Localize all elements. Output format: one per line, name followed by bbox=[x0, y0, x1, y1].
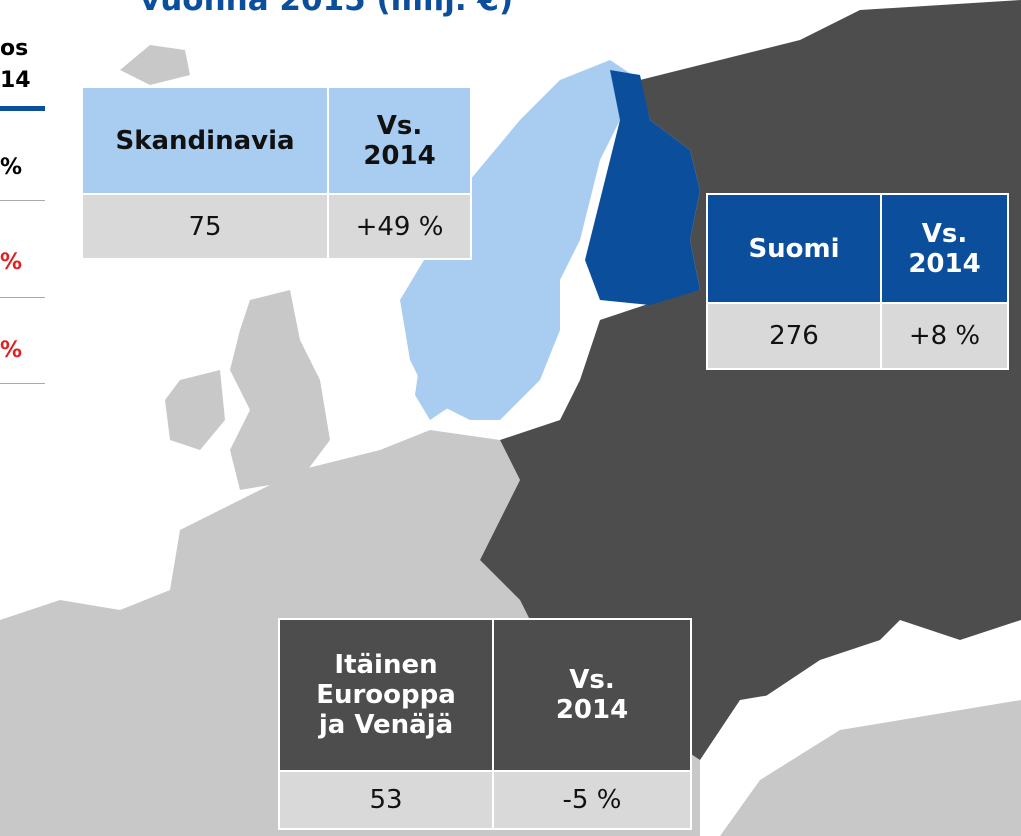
change: +49 % bbox=[327, 193, 472, 260]
value: 276 bbox=[706, 302, 882, 370]
table-ita-eurooppa: Itäinen Eurooppa ja Venäjä Vs. 2014 53 -5 … bbox=[278, 618, 692, 830]
table-skandinavia: Skandinavia Vs. 2014 75 +49 % bbox=[81, 86, 472, 260]
left-fragment: 14 bbox=[0, 68, 31, 93]
left-fragment: % bbox=[0, 338, 23, 363]
left-fragment: os bbox=[0, 36, 29, 61]
left-rule bbox=[0, 200, 45, 201]
black-sea bbox=[760, 640, 960, 730]
region: Itäinen Eurooppa ja Venäjä bbox=[278, 618, 494, 772]
scandinavia bbox=[400, 60, 640, 420]
compare: Vs. 2014 bbox=[327, 86, 472, 195]
value: 53 bbox=[278, 770, 494, 830]
region: Suomi bbox=[706, 193, 882, 304]
table-suomi: Suomi Vs. 2014 276 +8 % bbox=[706, 193, 1009, 370]
left-fragment: % bbox=[0, 155, 23, 180]
compare: Vs. 2014 bbox=[492, 618, 692, 772]
left-rule bbox=[0, 106, 45, 111]
eastern-europe bbox=[480, 0, 1021, 760]
change: +8 % bbox=[880, 302, 1009, 370]
left-fragment: % bbox=[0, 250, 23, 275]
left-rule bbox=[0, 383, 45, 384]
iceland bbox=[120, 45, 190, 85]
compare: Vs. 2014 bbox=[880, 193, 1009, 304]
value: 75 bbox=[81, 193, 329, 260]
denmark bbox=[415, 355, 460, 420]
region: Skandinavia bbox=[81, 86, 329, 195]
finland bbox=[585, 70, 700, 305]
british-isles bbox=[230, 290, 330, 490]
ireland bbox=[165, 370, 225, 450]
title: vuonna 2015 (milj. €) bbox=[140, 0, 514, 18]
left-rule bbox=[0, 297, 45, 298]
change: -5 % bbox=[492, 770, 692, 830]
east-sea-shore bbox=[720, 700, 1021, 836]
